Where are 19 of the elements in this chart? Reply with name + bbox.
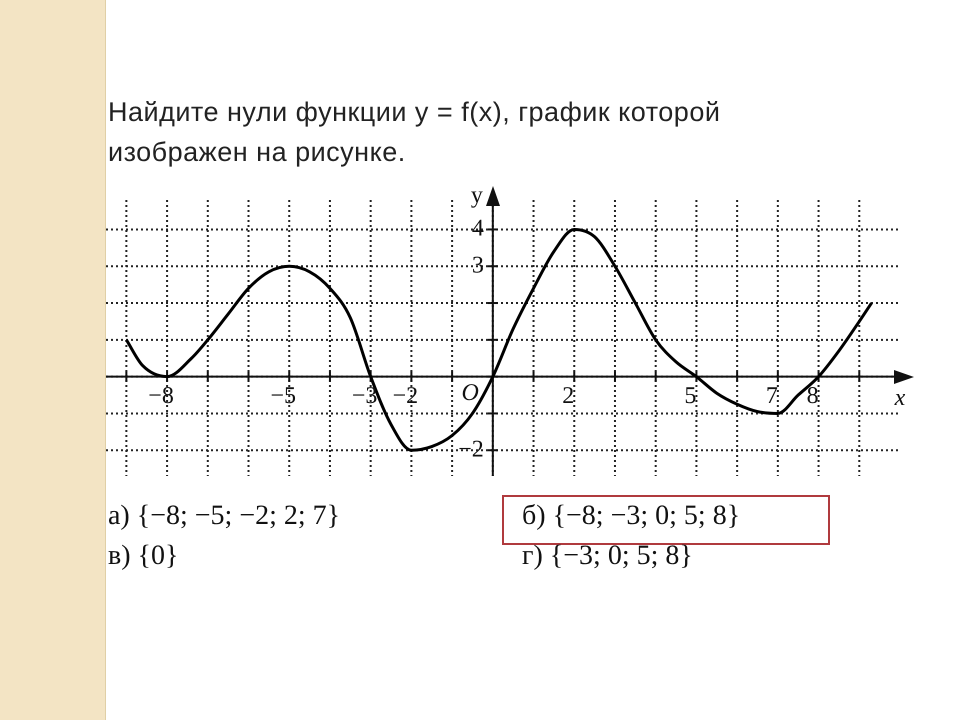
x-tick-label: 5: [684, 382, 696, 409]
y-tick-label: 3: [472, 252, 484, 279]
text: г) {−3; 0; 5; 8}: [522, 540, 693, 572]
x-tick-label: 7: [766, 382, 778, 409]
text: б) {−8; −3; 0; 5; 8}: [522, 500, 740, 532]
x-tick-label: −8: [148, 382, 174, 409]
y-tick-label: 4: [472, 216, 484, 242]
text: в) {0}: [108, 540, 178, 572]
text: а) {−8; −5; −2; 2; 7}: [108, 500, 340, 532]
x-tick-label: −3: [352, 382, 378, 409]
x-axis-title: x: [894, 384, 906, 411]
chart-title: Найдите нули функции y = f(x), график которой изображен на рисунке.: [108, 96, 722, 169]
y-axis-title: y: [470, 182, 483, 208]
annotation: O: [461, 380, 479, 406]
y-tick-label: −2: [458, 436, 484, 463]
x-tick-label: 2: [562, 382, 574, 409]
x-tick-label: −5: [270, 382, 296, 409]
x-tick-label: 8: [806, 382, 819, 409]
x-tick-label: −2: [392, 382, 418, 409]
